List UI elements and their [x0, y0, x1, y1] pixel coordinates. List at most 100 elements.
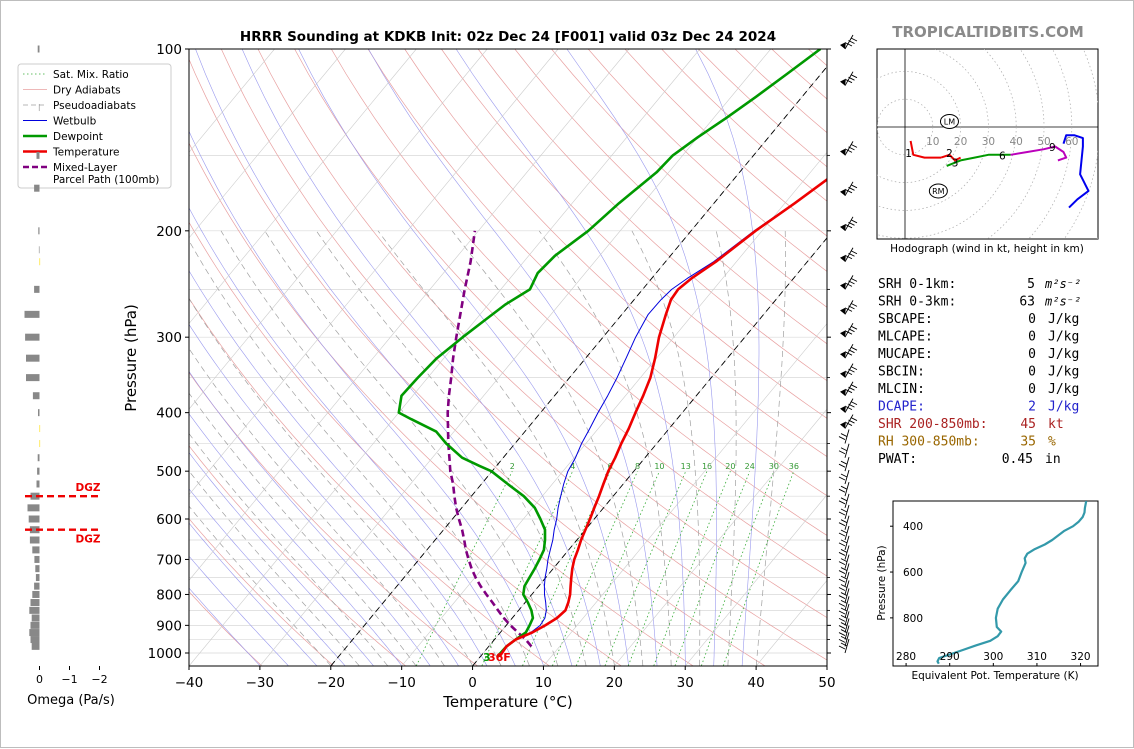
x-tick-label: 30: [677, 675, 694, 691]
index-unit: in: [1045, 452, 1061, 467]
index-label: MLCIN:: [878, 382, 925, 397]
omega-bar: [31, 599, 40, 606]
wind-barbs: [839, 35, 857, 653]
wind-barb: [839, 430, 849, 444]
index-label: SBCAPE:: [878, 312, 933, 327]
mix-ratio-label: 36: [789, 462, 799, 471]
y-tick-label: 900: [156, 618, 182, 634]
y-tick-label: 700: [156, 552, 182, 568]
legend-dewpoint-label: Dewpoint: [53, 131, 103, 143]
theta-x-tick-label: 280: [896, 651, 916, 663]
index-row: RH 300-850mb:35%: [878, 435, 1056, 450]
wind-barb: [839, 457, 849, 471]
chart-title: HRRR Sounding at KDKB Init: 02z Dec 24 […: [240, 29, 776, 45]
omega-bar: [35, 565, 39, 572]
mix-ratio-line: [723, 471, 793, 666]
index-value: 0: [1028, 330, 1036, 345]
wind-barb: [839, 526, 849, 540]
hodograph-ring-label: 10: [926, 136, 939, 148]
index-unit: J/kg: [1048, 347, 1079, 362]
omega-bar: [38, 46, 40, 53]
index-unit: %: [1048, 435, 1056, 450]
omega-bar: [38, 409, 40, 416]
y-tick-label: 100: [156, 42, 182, 58]
index-value: 35: [1020, 435, 1036, 450]
pseudoadiabat-line: [756, 231, 785, 666]
wind-barb: [839, 482, 849, 496]
index-unit: J/kg: [1048, 330, 1079, 345]
y-tick-label: 1000: [148, 646, 182, 662]
index-row: PWAT: 0.45 in: [878, 452, 1061, 467]
theta-y-tick-label: 400: [903, 521, 923, 533]
omega-bar: [34, 556, 39, 563]
pseudoadiabat-line: [95, 231, 416, 666]
theta-y-tick-label: 600: [903, 567, 923, 579]
index-unit: m²s⁻²: [1044, 295, 1081, 309]
wind-barb: [839, 572, 849, 586]
wind-barb: [840, 217, 857, 231]
y-tick-label: 400: [156, 406, 182, 422]
omega-bar: [31, 636, 40, 643]
hodograph-marker-label: LM: [944, 117, 955, 126]
wind-barb: [840, 300, 857, 314]
wind-barb: [840, 382, 857, 396]
omega-bar: [29, 629, 39, 636]
surface-temperature-label: 36F: [488, 651, 511, 664]
omega-bar: [29, 607, 39, 614]
isotherm-line: [189, 49, 700, 666]
index-label: SHR 200-850mb:: [878, 417, 988, 432]
index-unit: J/kg: [1048, 312, 1079, 327]
index-value: 45: [1020, 417, 1036, 432]
pseudoadiabat-line: [221, 231, 529, 666]
mix-ratio-label: 13: [681, 462, 691, 471]
mix-ratio-label: 20: [725, 462, 735, 471]
wind-barb: [839, 564, 849, 578]
wind-barb: [840, 248, 857, 262]
y-tick-label: 500: [156, 464, 182, 480]
omega-bar: [37, 152, 40, 159]
hodograph-ring-label: 60: [1065, 136, 1078, 148]
theta-e-ylabel: Pressure (hPa): [876, 545, 888, 620]
omega-tick-label: 0: [36, 673, 43, 686]
index-value: 0.45: [1002, 452, 1033, 467]
omega-bar: [39, 104, 40, 111]
hodograph-caption: Hodograph (wind in kt, height in km): [890, 243, 1084, 255]
dgz-label: DGZ: [76, 482, 101, 494]
wind-barb: [839, 444, 849, 458]
index-value: 0: [1028, 365, 1036, 380]
omega-bar: [34, 583, 39, 590]
wind-barb: [840, 182, 857, 196]
omega-bar: [28, 504, 40, 511]
wind-barb: [839, 555, 849, 569]
wind-barb: [840, 344, 857, 358]
index-unit: J/kg: [1048, 365, 1079, 380]
omega-bar: [26, 355, 40, 362]
pseudoadiabat-line: [48, 231, 359, 666]
minus20-isotherm-line: [331, 49, 842, 666]
hodograph-marker-label: RM: [932, 187, 945, 196]
wind-barb: [839, 516, 849, 530]
dry-adiabat-line: [111, 49, 621, 666]
hodograph-height-label: 3: [952, 157, 959, 169]
wind-barb: [840, 323, 857, 337]
moist-adiabat-line: [696, 49, 759, 666]
x-tick-label: 50: [818, 675, 835, 691]
x-tick-label: −20: [317, 675, 346, 691]
theta-x-tick-label: 300: [983, 651, 1003, 663]
omega-bar: [40, 425, 41, 432]
omega-bar: [36, 574, 40, 581]
index-label: PWAT:: [878, 452, 917, 467]
omega-xlabel: Omega (Pa/s): [27, 693, 115, 708]
wind-barb: [840, 35, 857, 49]
hodograph-height-label: 6: [999, 151, 1006, 163]
index-value: 0: [1028, 347, 1036, 362]
index-label: SRH 0-3km:: [878, 295, 956, 310]
x-tick-label: −10: [387, 675, 416, 691]
x-tick-label: 20: [606, 675, 623, 691]
